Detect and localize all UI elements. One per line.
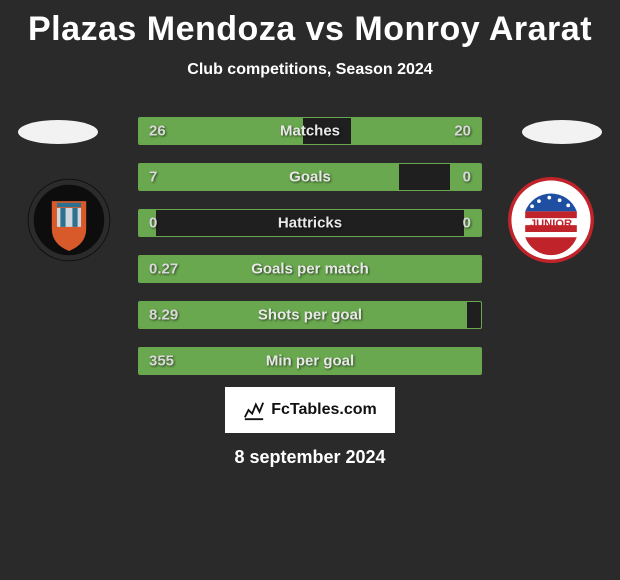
watermark-text: FcTables.com (271, 401, 377, 419)
value-left: 7 (149, 169, 157, 186)
bar-left (139, 164, 399, 190)
stats-area: JUNIOR 26 20 Matches 7 0 Goals 0 0 Hattricks 0.27… (0, 117, 620, 377)
row-label: Min per goal (266, 353, 354, 370)
stat-rows: 26 20 Matches 7 0 Goals 0 0 Hattricks 0.27 Goals p… (138, 117, 482, 393)
value-left: 355 (149, 353, 174, 370)
shield-icon (26, 177, 112, 263)
value-left: 0 (149, 215, 157, 232)
value-left: 0.27 (149, 261, 178, 278)
stat-row: 7 0 Goals (138, 163, 482, 191)
shield-icon: JUNIOR (508, 177, 594, 263)
value-right: 0 (463, 215, 471, 232)
value-right: 20 (454, 123, 471, 140)
value-left: 26 (149, 123, 166, 140)
value-left: 8.29 (149, 307, 178, 324)
stat-row: 0.27 Goals per match (138, 255, 482, 283)
club-badge-right: JUNIOR (508, 177, 594, 263)
page-title: Plazas Mendoza vs Monroy Ararat (0, 0, 620, 49)
stat-row: 355 Min per goal (138, 347, 482, 375)
svg-text:JUNIOR: JUNIOR (530, 218, 572, 230)
country-oval-right (522, 120, 602, 144)
value-right: 0 (463, 169, 471, 186)
row-label: Hattricks (278, 215, 342, 232)
row-label: Goals per match (251, 261, 369, 278)
row-label: Goals (289, 169, 331, 186)
row-label: Shots per goal (258, 307, 362, 324)
subtitle: Club competitions, Season 2024 (0, 61, 620, 79)
stat-row: 26 20 Matches (138, 117, 482, 145)
club-badge-left (26, 177, 112, 263)
stat-row: 0 0 Hattricks (138, 209, 482, 237)
stat-row: 8.29 Shots per goal (138, 301, 482, 329)
country-oval-left (18, 120, 98, 144)
date-text: 8 september 2024 (0, 447, 620, 468)
chart-icon (243, 399, 265, 421)
row-label: Matches (280, 123, 340, 140)
watermark: FcTables.com (225, 387, 395, 433)
